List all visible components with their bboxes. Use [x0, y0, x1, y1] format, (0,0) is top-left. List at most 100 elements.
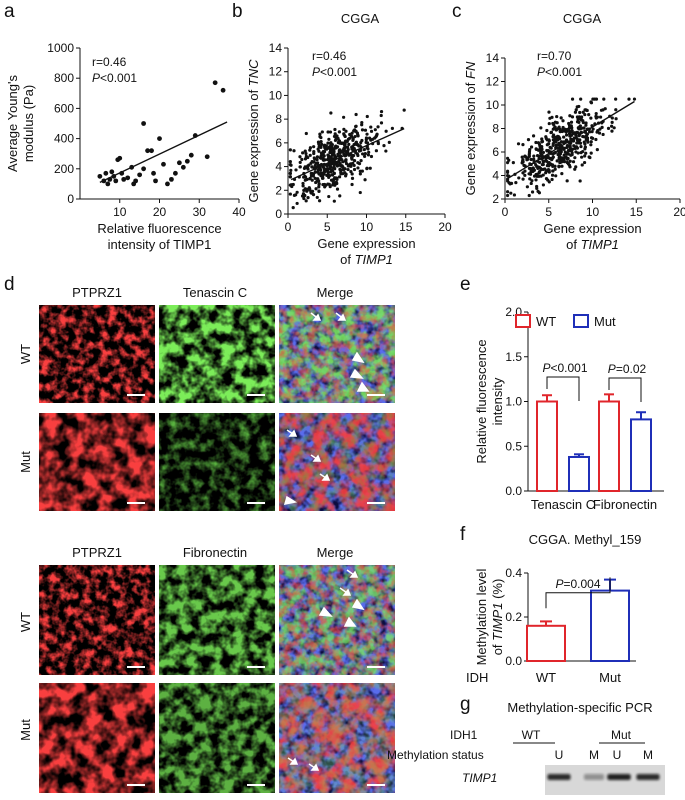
y-tick-label-e: 0.5: [505, 439, 522, 453]
data-point-b: [363, 128, 368, 132]
bar-mut-0: [568, 455, 590, 492]
data-point-a: [109, 169, 115, 175]
data-point-c: [589, 101, 594, 105]
y-tick-label-c: 6: [492, 145, 499, 159]
data-point-c: [546, 154, 550, 158]
data-point-c: [569, 124, 573, 128]
data-point-c: [610, 120, 614, 124]
panel-label-a: a: [4, 1, 15, 22]
data-point-b: [312, 145, 316, 149]
data-point-b: [315, 158, 319, 162]
data-point-b: [318, 134, 322, 139]
data-point-b: [320, 130, 324, 134]
data-point-b: [367, 150, 371, 154]
data-point-c: [544, 136, 548, 141]
data-point-b: [318, 156, 322, 160]
data-point-b: [328, 164, 333, 169]
data-point-b: [304, 175, 308, 179]
data-point-b: [376, 141, 380, 146]
data-point-c: [590, 130, 594, 134]
data-point-b: [327, 137, 331, 141]
row-label-wt-2: WT: [18, 612, 33, 632]
data-point-c: [574, 108, 578, 112]
data-point-c: [583, 108, 587, 112]
data-point-c: [576, 117, 580, 121]
data-point-c: [560, 164, 564, 168]
data-point-b: [306, 155, 310, 160]
stat-r-b: r=0.46: [312, 49, 347, 63]
data-point-c: [539, 126, 543, 130]
data-point-c: [521, 171, 525, 175]
legend-swatch-mut: [573, 314, 589, 328]
data-point-c: [556, 134, 560, 138]
data-point-c: [547, 180, 551, 184]
y-tick-label-e: 1.5: [505, 350, 522, 364]
data-point-c: [578, 141, 583, 145]
data-point-b: [322, 183, 326, 187]
data-point-c: [557, 157, 561, 161]
scatter-plot-a: 0 200 400 600 800 1000 10 20 30 40 r=0.46 P<0.001 Re…: [5, 41, 246, 252]
data-point-b: [304, 151, 308, 156]
data-point-b: [308, 146, 313, 150]
data-point-c: [599, 108, 604, 112]
data-point-b: [333, 132, 337, 136]
data-point-b: [359, 140, 363, 145]
data-point-c: [581, 149, 585, 154]
data-point-c: [557, 164, 561, 168]
data-point-b: [309, 174, 314, 178]
data-point-a: [113, 178, 119, 184]
data-point-b: [360, 128, 365, 132]
data-point-c: [535, 154, 540, 158]
data-point-b: [350, 131, 354, 135]
data-point-b: [343, 142, 347, 146]
data-point-c: [600, 125, 604, 129]
data-point-c: [584, 123, 588, 127]
data-point-b: [365, 167, 369, 171]
data-point-c: [547, 170, 551, 174]
y-tick-label-b: 0: [275, 207, 282, 221]
data-point-b: [319, 140, 323, 144]
data-point-c: [584, 121, 588, 125]
data-point-c: [581, 126, 585, 130]
y-tick-label-b: 2: [275, 183, 282, 197]
data-point-c: [534, 178, 538, 182]
data-point-c: [567, 148, 572, 153]
data-point-b: [358, 190, 362, 195]
comparison-p-f: P=0.004: [555, 577, 600, 591]
data-point-b: [308, 148, 312, 152]
data-point-b: [326, 153, 330, 157]
y-axis-label-f: Methylation level: [474, 568, 489, 665]
data-point-b: [337, 130, 341, 134]
data-point-a: [188, 152, 194, 158]
data-point-b: [333, 127, 337, 132]
data-point-c: [517, 176, 521, 180]
data-point-c: [557, 152, 562, 156]
micrograph-merge-mut-2: [279, 683, 395, 793]
data-point-c: [530, 190, 535, 194]
data-point-c: [568, 114, 572, 118]
data-point-c: [595, 115, 599, 119]
data-point-c: [606, 126, 611, 130]
data-point-c: [559, 140, 563, 144]
data-point-c: [614, 108, 618, 112]
data-point-b: [295, 201, 299, 206]
data-point-b: [326, 171, 330, 175]
data-point-c: [553, 136, 557, 140]
gel-band-3: [607, 774, 631, 780]
category-label-wt: WT: [536, 670, 556, 685]
data-point-c: [574, 165, 578, 169]
data-point-c: [531, 134, 536, 138]
x-axis-label-a: intensity of TIMP1: [108, 237, 212, 252]
data-point-b: [331, 166, 336, 170]
data-point-b: [384, 129, 388, 133]
data-point-b: [357, 162, 362, 166]
data-point-c: [520, 159, 525, 163]
panel-label-c: c: [452, 1, 462, 22]
data-point-c: [549, 130, 553, 135]
data-point-c: [506, 169, 510, 173]
y-tick-label-f: 0.4: [505, 566, 522, 580]
data-point-a: [141, 121, 147, 126]
data-point-c: [578, 138, 582, 142]
data-point-c: [529, 181, 533, 186]
data-point-c: [585, 136, 590, 140]
